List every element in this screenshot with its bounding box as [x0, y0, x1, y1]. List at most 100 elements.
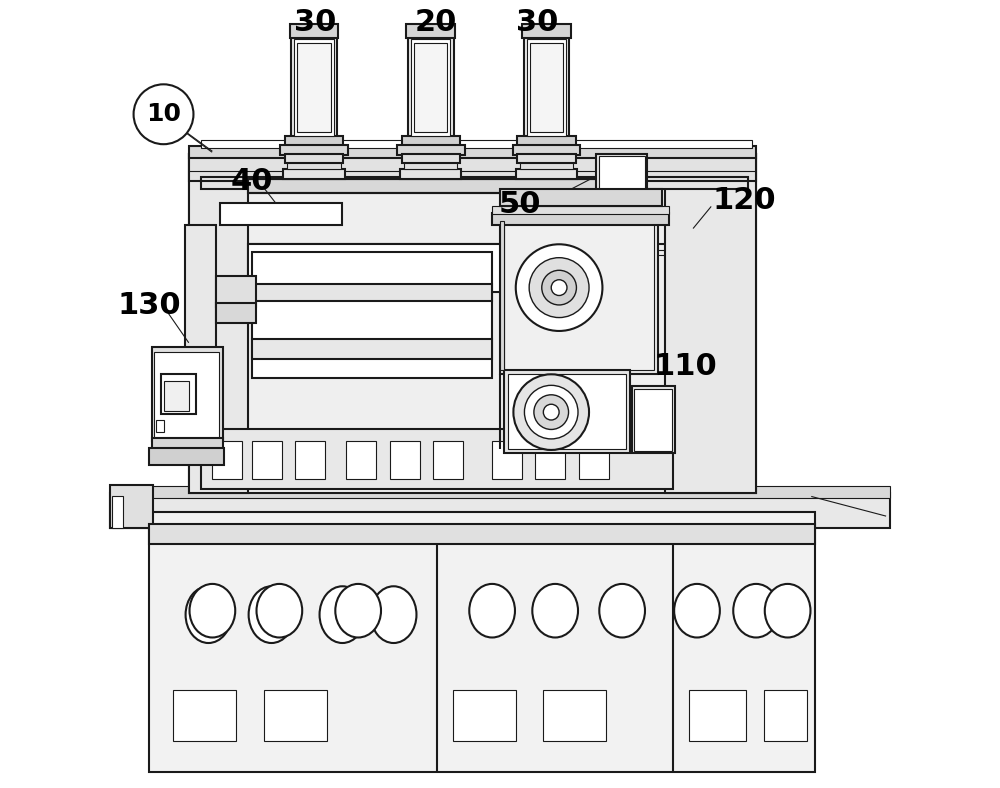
Ellipse shape [190, 584, 235, 637]
Bar [149, 448, 224, 465]
Ellipse shape [599, 584, 645, 637]
Bar [632, 386, 675, 453]
Bar [264, 690, 327, 741]
Bar [185, 225, 216, 433]
Bar [201, 177, 748, 189]
Bar [252, 441, 282, 479]
Bar [152, 347, 223, 441]
Ellipse shape [674, 584, 720, 637]
Bar [285, 154, 343, 163]
Bar [297, 43, 331, 132]
Bar [149, 524, 815, 544]
Bar [520, 163, 573, 169]
Text: 120: 120 [713, 187, 776, 215]
Circle shape [529, 258, 589, 318]
Bar [579, 441, 609, 479]
Bar [598, 156, 645, 191]
Text: 40: 40 [231, 167, 273, 195]
Bar [291, 35, 337, 138]
Bar [500, 221, 504, 370]
Circle shape [551, 280, 567, 296]
Circle shape [534, 395, 569, 429]
Bar [508, 374, 626, 449]
Bar [764, 690, 807, 741]
Bar [220, 203, 342, 225]
Bar [161, 374, 196, 414]
Bar [110, 486, 890, 498]
Bar [433, 441, 463, 479]
Bar [201, 429, 673, 489]
Bar [634, 389, 672, 451]
Circle shape [134, 84, 193, 144]
Bar [406, 24, 455, 38]
Ellipse shape [249, 586, 294, 643]
Bar [252, 252, 492, 378]
Text: 30: 30 [516, 8, 558, 36]
Bar [216, 276, 256, 307]
Circle shape [524, 385, 578, 439]
Bar [189, 154, 756, 492]
Bar [201, 140, 752, 148]
Bar [517, 154, 576, 163]
Text: 20: 20 [414, 8, 457, 36]
Bar [402, 136, 460, 146]
Bar [212, 441, 242, 479]
Bar [290, 24, 338, 38]
Bar [530, 43, 563, 132]
Bar [453, 690, 516, 741]
Bar [400, 169, 461, 179]
Ellipse shape [320, 586, 365, 643]
Bar [390, 441, 420, 479]
Bar [414, 43, 447, 132]
Text: 10: 10 [146, 102, 181, 126]
Bar [164, 381, 189, 411]
Bar [397, 145, 465, 155]
Bar [516, 169, 577, 179]
Bar [411, 39, 450, 136]
Bar [280, 145, 348, 155]
Text: 50: 50 [498, 191, 541, 219]
Bar [492, 206, 669, 214]
Ellipse shape [257, 584, 302, 637]
Bar [294, 39, 334, 136]
Text: 110: 110 [654, 352, 717, 381]
Bar [285, 136, 343, 146]
Bar [110, 492, 890, 528]
Bar [112, 496, 123, 528]
Bar [500, 189, 662, 206]
Bar [295, 441, 325, 479]
Bar [189, 154, 756, 181]
Bar [189, 154, 248, 492]
Ellipse shape [371, 586, 416, 643]
Bar [283, 169, 345, 179]
Bar [252, 284, 492, 301]
Bar [517, 136, 576, 146]
Bar [408, 35, 454, 138]
Bar [156, 420, 164, 432]
Bar [527, 39, 566, 136]
Ellipse shape [186, 586, 231, 643]
Circle shape [542, 270, 576, 305]
Bar [596, 154, 647, 193]
Bar [248, 244, 528, 292]
Bar [404, 163, 457, 169]
Bar [216, 303, 256, 323]
Bar [543, 690, 606, 741]
Circle shape [513, 374, 589, 450]
Bar [154, 352, 219, 437]
Circle shape [516, 244, 602, 331]
Text: 130: 130 [118, 292, 181, 320]
Bar [189, 146, 756, 158]
Bar [149, 512, 815, 772]
Ellipse shape [532, 584, 578, 637]
Bar [152, 438, 223, 449]
Bar [689, 690, 746, 741]
Text: 30: 30 [294, 8, 336, 36]
Bar [248, 179, 606, 193]
Bar [110, 485, 153, 528]
Ellipse shape [765, 584, 810, 637]
Bar [504, 370, 630, 453]
Bar [252, 339, 492, 359]
Bar [504, 217, 654, 370]
Bar [287, 163, 341, 169]
